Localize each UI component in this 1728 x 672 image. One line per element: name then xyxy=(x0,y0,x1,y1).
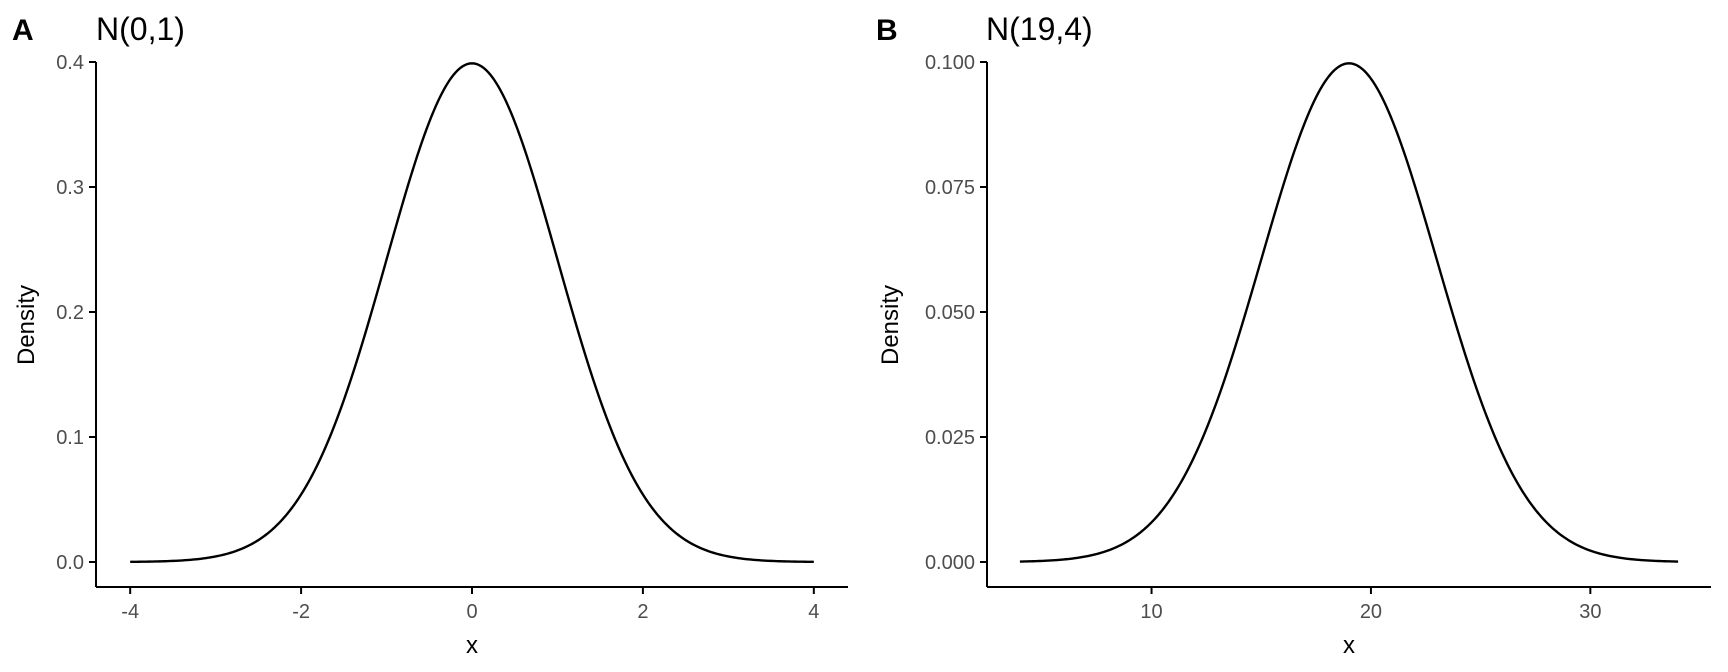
x-tick-label: 30 xyxy=(1579,601,1601,623)
panel-tag: B xyxy=(876,14,898,47)
panel-tag: A xyxy=(12,14,34,47)
panel-a: A N(0,1) Density x 0.0 0.1 0.2 0.3 0.4 -4 -2 0 2… xyxy=(12,11,848,659)
x-axis-title: x xyxy=(1343,632,1355,659)
x-tick-label: 0 xyxy=(466,601,477,623)
y-axis-title: Density xyxy=(13,285,40,365)
y-tick-label: 0.050 xyxy=(925,302,975,324)
y-tick-label: 0.100 xyxy=(925,52,975,74)
chart-title: N(19,4) xyxy=(986,11,1093,47)
panel-b: B N(19,4) Density x 0.000 0.025 0.050 0.075… xyxy=(876,11,1711,659)
x-tick-label: 20 xyxy=(1360,601,1382,623)
density-curve xyxy=(130,62,814,564)
chart-title: N(0,1) xyxy=(96,11,185,47)
x-tick-label: 10 xyxy=(1140,601,1162,623)
x-tick-label: 2 xyxy=(637,601,648,623)
x-tick-label: -4 xyxy=(121,601,139,623)
y-tick-label: 0.000 xyxy=(925,552,975,574)
y-tick-label: 0.3 xyxy=(56,177,84,199)
y-tick-label: 0.1 xyxy=(56,427,84,449)
x-axis-title: x xyxy=(466,632,478,659)
y-tick-label: 0.4 xyxy=(56,52,84,74)
y-tick-label: 0.0 xyxy=(56,552,84,574)
density-curve xyxy=(1019,62,1679,563)
y-tick-label: 0.2 xyxy=(56,302,84,324)
y-tick-label: 0.025 xyxy=(925,427,975,449)
y-tick-label: 0.075 xyxy=(925,177,975,199)
y-axis-title: Density xyxy=(877,285,904,365)
x-tick-label: 4 xyxy=(808,601,819,623)
x-tick-label: -2 xyxy=(292,601,310,623)
